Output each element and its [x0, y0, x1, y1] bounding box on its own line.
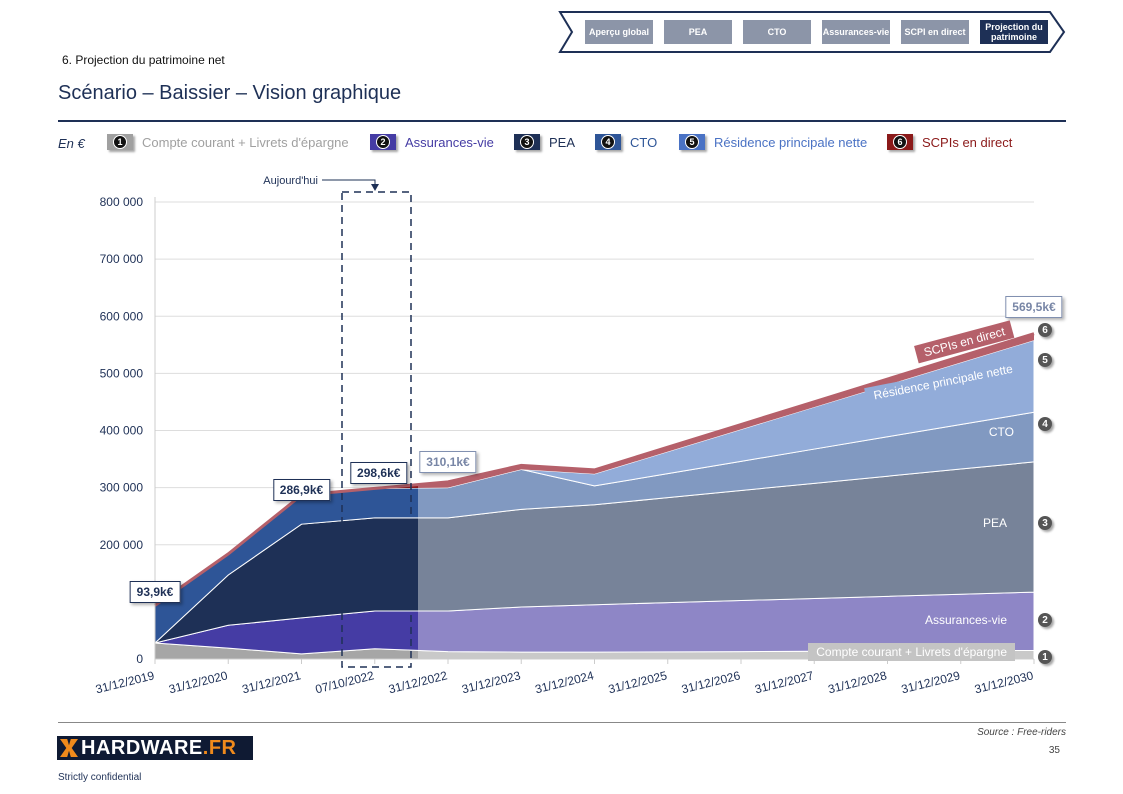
- y-tick-label: 500 000: [100, 366, 144, 380]
- today-label: Aujourd'hui: [263, 175, 318, 187]
- section-label: 6. Projection du patrimoine net: [62, 53, 225, 67]
- y-tick-label: 0: [136, 652, 143, 666]
- series-number-badge-icon: 2: [1038, 613, 1052, 627]
- area-hist-series-2: [154, 610, 418, 655]
- unit-label: En €: [58, 136, 85, 151]
- nav-tab-4[interactable]: SCPI en direct: [901, 20, 969, 44]
- series-number-badge-icon: 1: [1038, 650, 1052, 664]
- page-number: 35: [1048, 745, 1060, 756]
- legend-label: PEA: [549, 134, 576, 150]
- area-hist-series-4: [154, 487, 418, 645]
- legend-swatch: 5: [679, 134, 705, 150]
- legend-swatch: 6: [887, 134, 913, 150]
- today-arrow-icon: [371, 184, 379, 191]
- x-tick-label: 31/12/2026: [680, 668, 742, 696]
- series-chip-label: Compte courant + Livrets d'épargne: [808, 643, 1015, 661]
- hardware-fr-logo: HARDWARE .FR: [57, 736, 253, 760]
- y-tick-label: 400 000: [100, 424, 144, 438]
- legend-item: 5 Résidence principale nette: [679, 134, 867, 150]
- y-tick-label: 700 000: [100, 252, 144, 266]
- series-number-badge-icon: 5: [1038, 353, 1052, 367]
- x-tick-label: 31/12/2023: [460, 668, 522, 696]
- number-badge-icon: 6: [893, 135, 907, 149]
- value-callout: 93,9k€: [129, 581, 181, 604]
- series-chip-label: Assurances-vie: [916, 611, 1015, 629]
- number-badge-icon: 3: [520, 135, 534, 149]
- y-tick-label: 300 000: [100, 481, 144, 495]
- logo-text: HARDWARE: [81, 736, 203, 759]
- number-badge-icon: 1: [113, 135, 127, 149]
- y-tick-label: 600 000: [100, 309, 144, 323]
- x-tick-label: 31/12/2021: [241, 668, 303, 696]
- logo-mark-icon: [60, 739, 78, 757]
- today-marker-box: [341, 191, 412, 668]
- footer-divider: [58, 722, 1066, 723]
- legend-swatch: 4: [595, 134, 621, 150]
- series-number-badge-icon: 6: [1038, 323, 1052, 337]
- legend-label: SCPIs en direct: [922, 134, 1013, 150]
- confidential-note: Strictly confidential: [58, 772, 142, 783]
- legend-item: 2 Assurances-vie: [370, 134, 494, 150]
- nav-tab-2[interactable]: CTO: [743, 20, 811, 44]
- x-tick-label: 31/12/2025: [607, 668, 669, 696]
- x-tick-label: 31/12/2019: [94, 668, 156, 696]
- x-tick-label: 07/10/2022: [314, 668, 376, 696]
- x-tick-label: 31/12/2020: [167, 668, 229, 696]
- value-callout: 298,6k€: [350, 462, 408, 485]
- number-badge-icon: 5: [685, 135, 699, 149]
- historic-areas: [153, 484, 418, 660]
- number-badge-icon: 4: [601, 135, 615, 149]
- legend-item: 3 PEA: [514, 134, 575, 150]
- x-tick-label: 31/12/2029: [900, 668, 962, 696]
- x-tick-label: 31/12/2030: [973, 668, 1035, 696]
- legend-swatch: 3: [514, 134, 540, 150]
- value-callout: 569,5k€: [1005, 295, 1063, 318]
- y-tick-label: 200 000: [100, 538, 144, 552]
- x-tick-label: 31/12/2024: [534, 668, 596, 696]
- today-arrow-line: [322, 179, 376, 186]
- legend-label: Résidence principale nette: [714, 134, 868, 150]
- legend-item: 1 Compte courant + Livrets d'épargne: [107, 134, 349, 150]
- nav-tab-3[interactable]: Assurances-vie: [822, 20, 890, 44]
- x-tick-label: 31/12/2028: [827, 668, 889, 696]
- legend-swatch: 2: [370, 134, 396, 150]
- number-badge-icon: 2: [376, 135, 390, 149]
- title-divider: [58, 120, 1066, 122]
- legend-label: Assurances-vie: [405, 134, 494, 150]
- value-callout: 310,1k€: [419, 450, 477, 473]
- nav-tab-1[interactable]: PEA: [664, 20, 732, 44]
- series-number-badge-icon: 3: [1038, 516, 1052, 530]
- nav-tab-0[interactable]: Aperçu global: [585, 20, 653, 44]
- x-tick-label: 31/12/2022: [387, 668, 449, 696]
- nav-tab-5[interactable]: Projection du patrimoine: [980, 20, 1048, 44]
- value-callout: 286,9k€: [272, 479, 331, 502]
- series-number-badge-icon: 4: [1038, 417, 1052, 431]
- legend-label: Compte courant + Livrets d'épargne: [142, 134, 349, 150]
- page-title: Scénario – Baissier – Vision graphique: [58, 82, 402, 104]
- area-proj-series-5: [154, 339, 1035, 606]
- source-note: Source : Free-riders: [977, 727, 1066, 738]
- y-tick-label: 800 000: [100, 195, 144, 209]
- series-chip-label: CTO: [980, 423, 1022, 441]
- legend-item: 4 CTO: [595, 134, 657, 150]
- legend-item: 6 SCPIs en direct: [887, 134, 1012, 150]
- legend-swatch: 1: [107, 134, 133, 150]
- x-tick-label: 31/12/2027: [753, 668, 815, 696]
- area-hist-series-3: [153, 517, 418, 644]
- series-chip-label: PEA: [974, 514, 1015, 532]
- logo-suffix: .FR: [202, 736, 237, 759]
- legend-label: CTO: [630, 134, 658, 150]
